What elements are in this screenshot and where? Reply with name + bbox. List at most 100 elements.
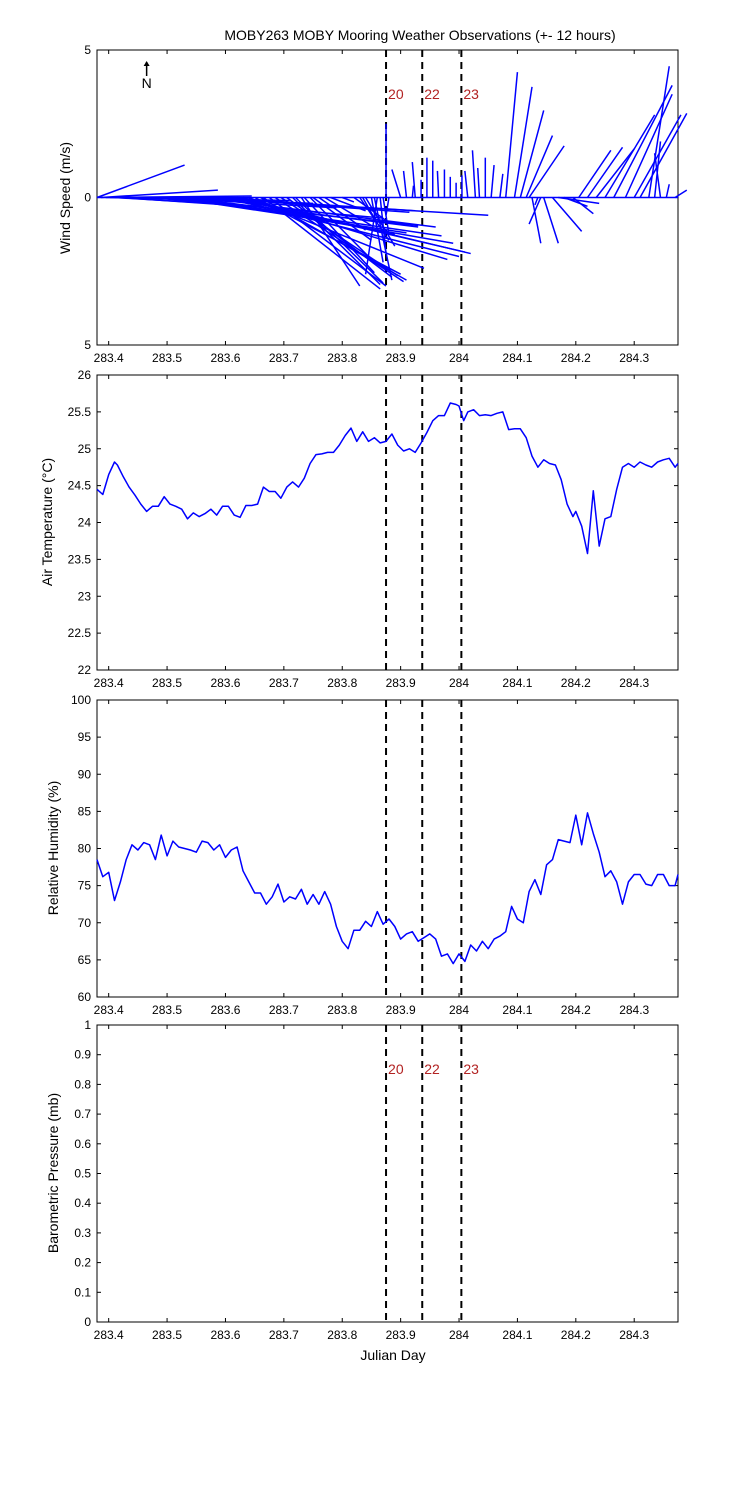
wind-vector bbox=[613, 85, 673, 198]
humidity-y-tick-label: 70 bbox=[78, 916, 92, 930]
pressure-y-tick-label: 0.7 bbox=[74, 1107, 91, 1121]
x-axis-label: Julian Day bbox=[360, 1347, 425, 1363]
wind-x-tick-label: 283.6 bbox=[210, 351, 240, 365]
pressure-y-tick-label: 0 bbox=[84, 1315, 91, 1329]
humidity-x-tick-label: 283.5 bbox=[152, 1003, 182, 1017]
pressure-x-tick-label: 284.3 bbox=[619, 1328, 649, 1342]
air-temperature-y-tick-label: 26 bbox=[78, 368, 92, 382]
wind-vector bbox=[96, 164, 185, 199]
air-temperature-y-tick-label: 24.5 bbox=[68, 479, 92, 493]
wind-vector bbox=[674, 189, 688, 199]
pressure-y-tick-label: 0.4 bbox=[74, 1196, 91, 1210]
wind-vector bbox=[534, 197, 539, 206]
wind-vector bbox=[402, 170, 408, 198]
pressure-marker-label: 23 bbox=[463, 1061, 479, 1077]
wind-vector bbox=[411, 162, 416, 198]
wind-vector bbox=[411, 185, 415, 198]
north-arrow-head-icon bbox=[143, 61, 150, 66]
humidity-x-tick-label: 284.2 bbox=[561, 1003, 591, 1017]
wind-x-tick-label: 284.3 bbox=[619, 351, 649, 365]
air-temperature-x-tick-label: 283.4 bbox=[94, 676, 124, 690]
humidity-y-tick-label: 95 bbox=[78, 730, 92, 744]
wind-marker-label: 22 bbox=[424, 86, 440, 102]
wind-vector bbox=[370, 197, 384, 263]
wind-vector bbox=[604, 114, 656, 198]
wind-vector bbox=[476, 167, 481, 198]
wind-vector bbox=[490, 164, 495, 198]
wind-vector bbox=[391, 169, 402, 198]
air-temperature-x-tick-label: 283.5 bbox=[152, 676, 182, 690]
humidity-x-tick-label: 284.3 bbox=[619, 1003, 649, 1017]
wind-vector bbox=[436, 170, 440, 198]
humidity-y-tick-label: 80 bbox=[78, 842, 92, 856]
humidity-x-tick-label: 283.8 bbox=[327, 1003, 357, 1017]
air-temperature-x-tick-label: 283.9 bbox=[386, 676, 416, 690]
pressure-x-tick-label: 284.2 bbox=[561, 1328, 591, 1342]
wind-x-tick-label: 284.1 bbox=[502, 351, 532, 365]
wind-vector bbox=[653, 153, 662, 198]
air-temperature-x-tick-label: 284 bbox=[449, 676, 469, 690]
wind-vector bbox=[519, 110, 545, 198]
air-temperature-y-tick-label: 23.5 bbox=[68, 552, 92, 566]
wind-vector bbox=[528, 145, 565, 198]
humidity-series-line bbox=[96, 812, 679, 965]
pressure-x-tick-label: 283.5 bbox=[152, 1328, 182, 1342]
humidity-x-tick-label: 283.4 bbox=[94, 1003, 124, 1017]
wind-vector bbox=[324, 196, 372, 227]
humidity-y-tick-label: 85 bbox=[78, 804, 92, 818]
wind-vector bbox=[639, 113, 688, 198]
pressure-x-tick-label: 283.8 bbox=[327, 1328, 357, 1342]
wind-vector bbox=[464, 170, 469, 198]
wind-vector bbox=[303, 196, 375, 274]
wind-x-tick-label: 284 bbox=[449, 351, 469, 365]
wind-vector bbox=[633, 114, 682, 198]
wind-marker-label: 23 bbox=[463, 86, 479, 102]
pressure-marker-label: 20 bbox=[388, 1061, 404, 1077]
wind-vector bbox=[542, 197, 560, 244]
air-temperature-y-tick-label: 25.5 bbox=[68, 405, 92, 419]
humidity-panel: Relative Humidity (%) 283.4 283.5 283.6 283… bbox=[45, 693, 679, 1017]
wind-y-tick-label: 5 bbox=[84, 338, 91, 352]
wind-vector bbox=[624, 93, 673, 198]
pressure-y-tick-label: 0.9 bbox=[74, 1048, 91, 1062]
pressure-x-tick-label: 283.4 bbox=[94, 1328, 124, 1342]
wind-vector bbox=[525, 135, 554, 198]
wind-x-tick-label: 284.2 bbox=[561, 351, 591, 365]
air-temperature-panel: Air Temperature (°C) 283.4 283.5 283.6 283.… bbox=[39, 368, 679, 690]
humidity-x-tick-label: 283.6 bbox=[210, 1003, 240, 1017]
pressure-marker-label: 22 bbox=[424, 1061, 440, 1077]
humidity-x-tick-label: 283.9 bbox=[386, 1003, 416, 1017]
wind-vector bbox=[362, 197, 376, 219]
wind-x-tick-label: 283.5 bbox=[152, 351, 182, 365]
wind-vector bbox=[551, 197, 583, 232]
air-temperature-x-tick-label: 283.6 bbox=[210, 676, 240, 690]
wind-x-tick-label: 283.7 bbox=[269, 351, 299, 365]
air-temperature-x-tick-label: 284.2 bbox=[561, 676, 591, 690]
wind-x-tick-label: 283.9 bbox=[386, 351, 416, 365]
air-temperature-x-tick-label: 283.8 bbox=[327, 676, 357, 690]
wind-vector bbox=[471, 150, 477, 198]
wind-vector bbox=[595, 148, 635, 198]
humidity-y-tick-label: 60 bbox=[78, 990, 92, 1004]
wind-vector bbox=[653, 141, 662, 198]
wind-vector bbox=[330, 196, 366, 212]
wind-vector bbox=[513, 86, 533, 198]
wind-vector bbox=[648, 66, 670, 198]
humidity-y-tick-label: 100 bbox=[71, 693, 91, 707]
wind-x-tick-label: 283.8 bbox=[327, 351, 357, 365]
wind-vector bbox=[262, 196, 381, 290]
wind-vector bbox=[572, 196, 594, 215]
wind-vector bbox=[300, 197, 361, 287]
wind-vector bbox=[312, 196, 372, 241]
humidity-y-axis-label: Relative Humidity (%) bbox=[45, 781, 61, 916]
chart-title: MOBY263 MOBY Mooring Weather Observation… bbox=[224, 27, 615, 43]
wind-vector bbox=[531, 197, 542, 244]
wind-vector bbox=[373, 197, 393, 281]
wind-y-tick-label: 5 bbox=[84, 43, 91, 57]
wind-vector bbox=[665, 184, 670, 198]
air-temperature-x-tick-label: 284.3 bbox=[619, 676, 649, 690]
wind-vector bbox=[379, 197, 387, 254]
wind-vector bbox=[101, 189, 218, 199]
